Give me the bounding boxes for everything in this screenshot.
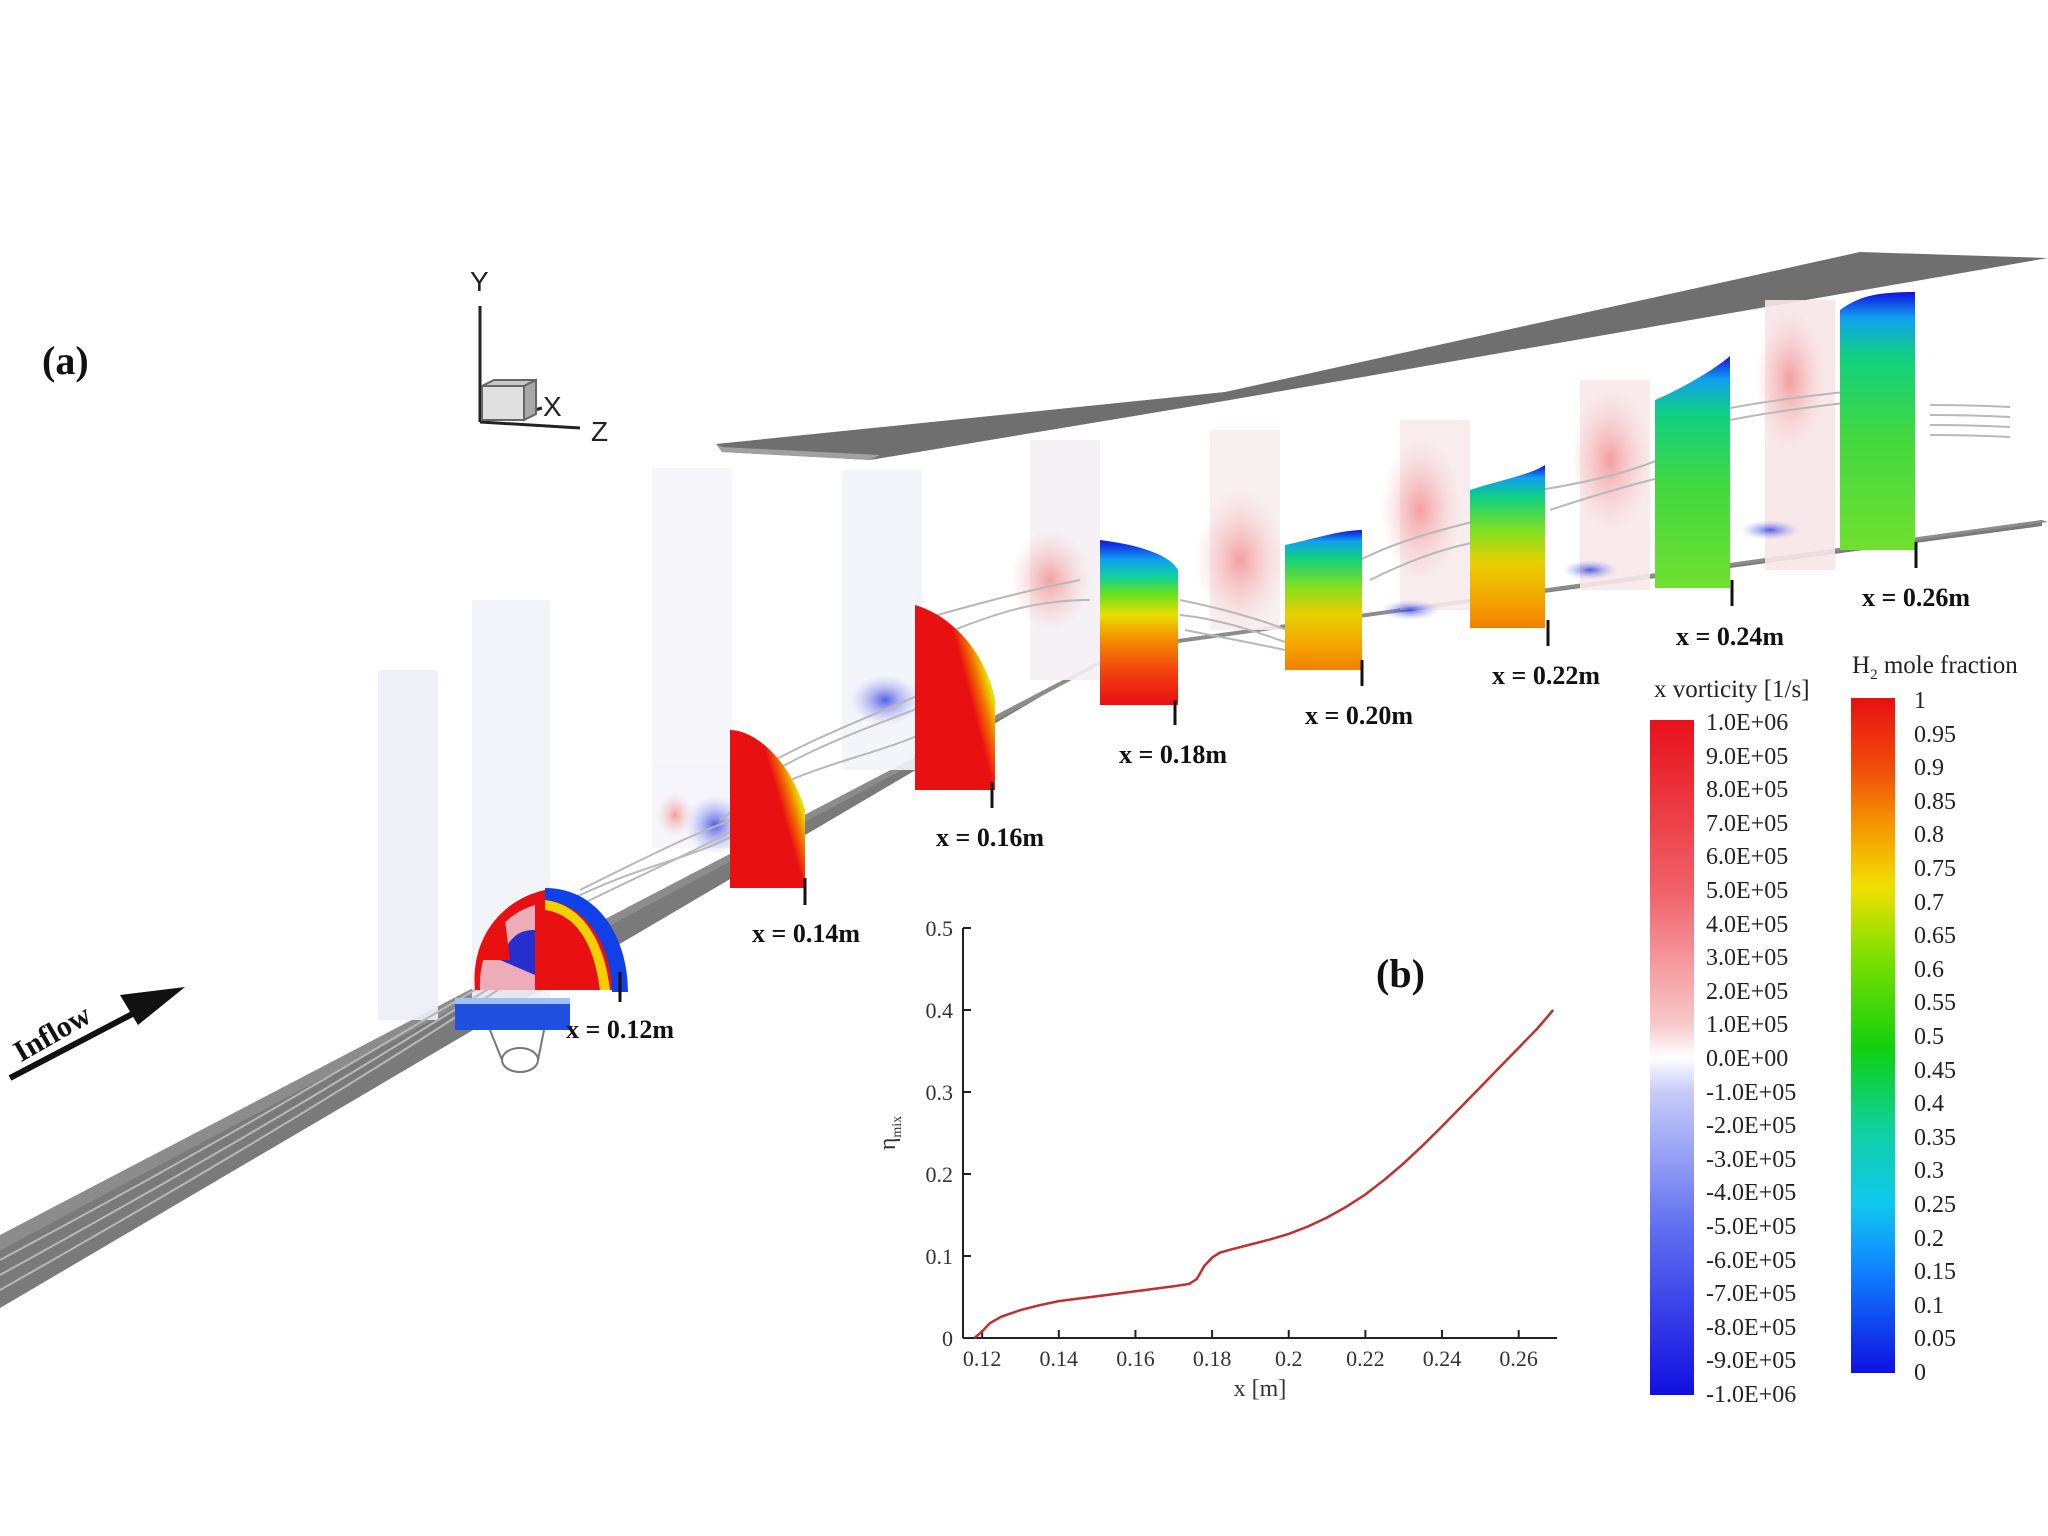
colorbar-tick-label: 0.05: [1914, 1326, 1956, 1353]
colorbar-tick-label: 0.0E+00: [1706, 1046, 1789, 1072]
colorbar-tick-label: 0.35: [1914, 1124, 1956, 1151]
colorbar-tick-label: 0.85: [1914, 788, 1956, 815]
colorbar-tick-label: 0.25: [1914, 1192, 1956, 1218]
chart-ylabel: ηmix: [875, 1116, 905, 1150]
colorbar-tick-label: 0.45: [1914, 1057, 1956, 1084]
slice-x012: [455, 888, 628, 1030]
h2-colorbar-title: H2 mole fraction: [1852, 652, 2018, 683]
colorbar-tick-label: -7.0E+05: [1706, 1281, 1797, 1308]
colorbar-tick-label: -1.0E+06: [1706, 1382, 1797, 1408]
station-label: x = 0.18m: [1119, 740, 1227, 769]
colorbar-tick-label: -4.0E+05: [1706, 1180, 1797, 1207]
colorbar-tick-label: -9.0E+05: [1706, 1348, 1797, 1375]
colorbar-tick-label: 6.0E+05: [1706, 844, 1789, 871]
station-label: x = 0.24m: [1676, 622, 1784, 651]
eta-mix-line: [973, 1009, 1555, 1339]
y-tick-label: 0.4: [926, 998, 954, 1023]
slice-x024: [1655, 356, 1730, 588]
station-label: x = 0.14m: [752, 919, 860, 948]
x-tick-label: 0.16: [1116, 1346, 1155, 1371]
colorbar-tick-label: 0.5: [1914, 1024, 1944, 1050]
slice-x016: [915, 605, 995, 790]
colorbar-tick-label: 0.2: [1914, 1225, 1944, 1252]
colorbar-tick-label: 8.0E+05: [1706, 777, 1789, 804]
station-label: x = 0.16m: [936, 823, 1044, 852]
axis-z-label: Z: [591, 416, 609, 447]
x-tick-label: 0.2: [1275, 1346, 1303, 1371]
colorbar-tick-label: 2.0E+05: [1706, 978, 1789, 1005]
vorticity-colorbar: [1650, 720, 1694, 1395]
colorbar-tick-label: -8.0E+05: [1706, 1314, 1797, 1341]
inflow-arrow: [8, 987, 185, 1081]
colorbar-tick-label: 7.0E+05: [1706, 810, 1789, 837]
slice-x026: [1840, 292, 1915, 550]
chart-xlabel: x [m]: [1234, 1376, 1287, 1402]
h2-colorbar: [1851, 698, 1895, 1373]
y-tick-label: 0.5: [926, 916, 954, 941]
colorbar-tick-label: 1.0E+05: [1706, 1012, 1789, 1039]
station-label: x = 0.12m: [566, 1015, 674, 1044]
colorbar-tick-label: 9.0E+05: [1706, 743, 1789, 770]
x-tick-label: 0.18: [1193, 1346, 1232, 1371]
x-tick-label: 0.24: [1423, 1346, 1462, 1371]
colorbar-tick-label: 0.15: [1914, 1259, 1956, 1286]
y-tick-label: 0.2: [926, 1162, 954, 1187]
colorbar-tick-label: 0: [1914, 1360, 1926, 1386]
colorbar-tick-label: 4.0E+05: [1706, 911, 1789, 938]
panel-b-label: (b): [1376, 951, 1425, 996]
colorbar-tick-label: 0.1: [1914, 1292, 1944, 1319]
colorbar-tick-label: 0.55: [1914, 990, 1956, 1017]
colorbar-tick-label: 0.95: [1914, 721, 1956, 748]
top-wall: [716, 252, 2048, 460]
colorbar-tick-label: 5.0E+05: [1706, 878, 1789, 904]
colorbar-tick-label: 0.6: [1914, 956, 1944, 983]
station-ticks: [618, 542, 1918, 1002]
station-label: x = 0.22m: [1492, 661, 1600, 690]
colorbar-tick-label: -2.0E+05: [1706, 1113, 1797, 1140]
colorbar-tick-label: 0.3: [1914, 1158, 1944, 1185]
x-tick-label: 0.22: [1346, 1346, 1385, 1371]
colorbar-tick-label: 3.0E+05: [1706, 945, 1789, 972]
x-tick-label: 0.12: [963, 1346, 1002, 1371]
y-tick-label: 0.3: [926, 1080, 954, 1105]
axis-x-label: X: [543, 391, 562, 422]
colorbar-tick-label: 0.9: [1914, 755, 1944, 782]
colorbar-tick-label: -1.0E+05: [1706, 1079, 1797, 1106]
colorbar-tick-label: -6.0E+05: [1706, 1247, 1797, 1274]
y-tick-label: 0: [942, 1326, 953, 1351]
colorbar-tick-label: 0.65: [1914, 923, 1956, 950]
slice-x022: [1470, 465, 1545, 628]
colorbar-tick-label: 0.75: [1914, 856, 1956, 882]
colorbar-tick-label: 0.7: [1914, 889, 1944, 916]
x-tick-label: 0.26: [1499, 1346, 1538, 1371]
x-tick-label: 0.14: [1040, 1346, 1079, 1371]
colorbar-tick-label: 1.0E+06: [1706, 710, 1789, 736]
colorbar-tick-label: 0.4: [1914, 1091, 1944, 1118]
colorbar-tick-label: -3.0E+05: [1706, 1146, 1797, 1173]
colorbar-tick-label: 1: [1914, 688, 1926, 714]
slice-x020: [1285, 530, 1362, 670]
vorticity-colorbar-title: x vorticity [1/s]: [1654, 676, 1810, 703]
colorbar-tick-label: -5.0E+05: [1706, 1214, 1797, 1240]
panel-a-label: (a): [42, 338, 89, 383]
colorbar-tick-label: 0.8: [1914, 822, 1944, 849]
axes-triad: [478, 306, 581, 430]
slice-x014: [730, 730, 805, 888]
station-label: x = 0.20m: [1305, 701, 1413, 730]
axis-y-label: Y: [470, 266, 489, 297]
injector: [489, 1024, 546, 1073]
y-tick-label: 0.1: [926, 1244, 954, 1269]
slice-x018: [1100, 540, 1178, 705]
station-label: x = 0.26m: [1862, 583, 1970, 612]
